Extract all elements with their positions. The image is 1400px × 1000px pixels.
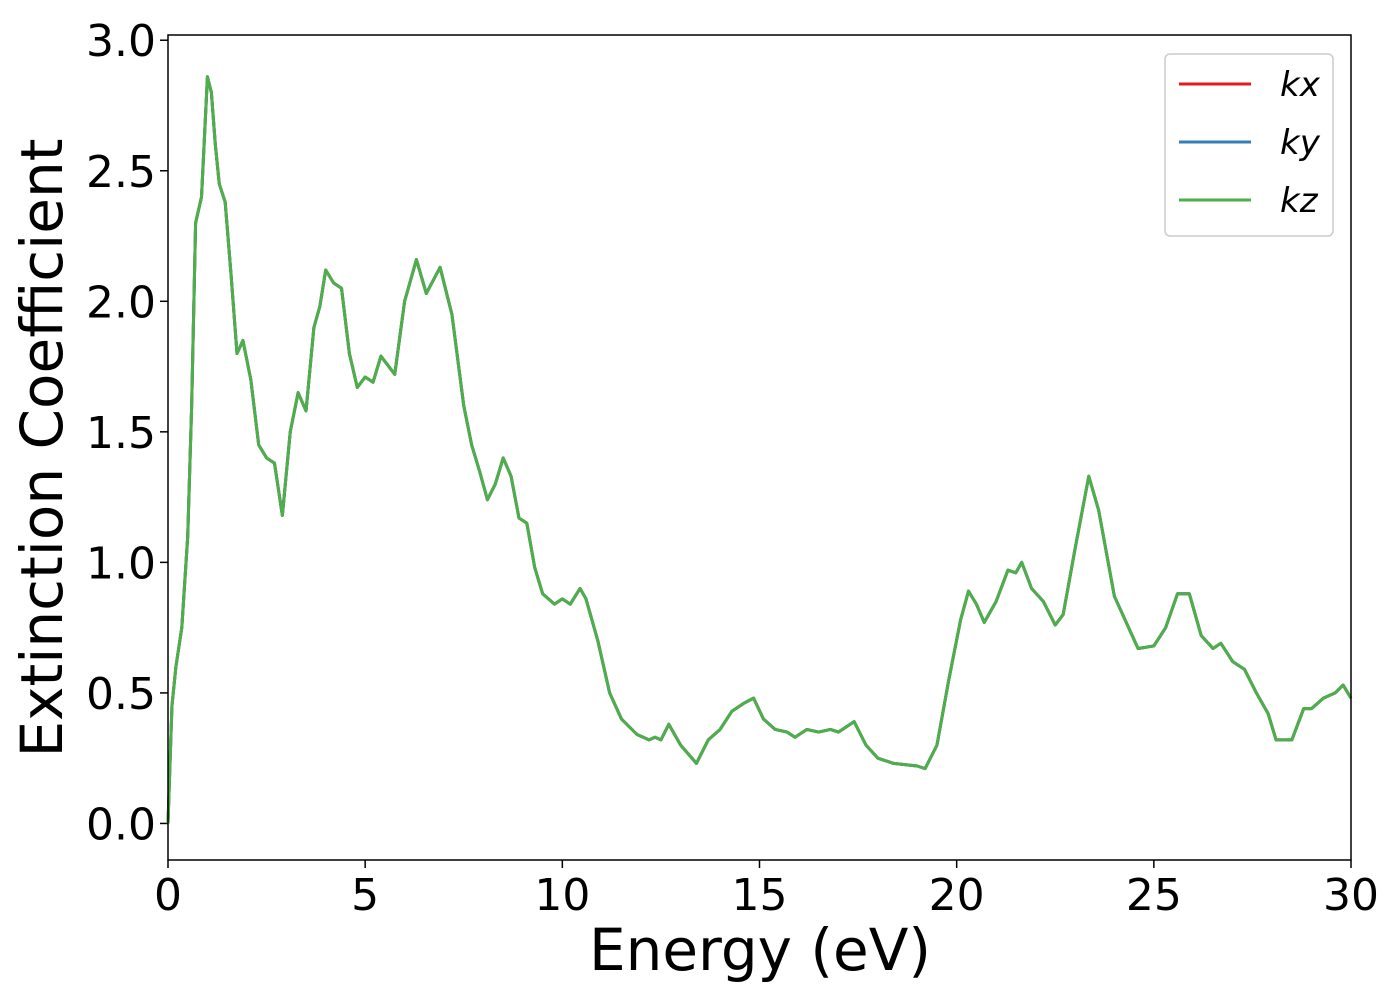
x-tick-label: 15 xyxy=(732,870,788,921)
x-tick-label: 30 xyxy=(1323,870,1379,921)
x-axis-label: Energy (eV) xyxy=(589,916,931,984)
legend-label: kz xyxy=(1280,181,1319,221)
y-tick-label: 2.0 xyxy=(86,277,156,328)
x-tick-label: 25 xyxy=(1126,870,1182,921)
x-tick-label: 0 xyxy=(154,870,182,921)
y-tick-label: 3.0 xyxy=(86,16,156,67)
y-tick-label: 0.0 xyxy=(86,799,156,850)
x-tick-label: 10 xyxy=(534,870,590,921)
y-tick-label: 1.0 xyxy=(86,538,156,589)
series-line xyxy=(166,75,1353,824)
y-tick-label: 0.5 xyxy=(86,669,156,720)
y-tick-label: 1.5 xyxy=(86,408,156,459)
plot-frame xyxy=(167,34,1352,861)
legend-label: kx xyxy=(1280,65,1321,105)
y-axis-label: Extinction Coefficient xyxy=(8,139,76,758)
legend-label: ky xyxy=(1280,123,1321,163)
x-tick-label: 5 xyxy=(351,870,379,921)
y-tick-label: 2.5 xyxy=(86,147,156,198)
x-tick-label: 20 xyxy=(929,870,985,921)
legend-box xyxy=(1164,53,1334,237)
